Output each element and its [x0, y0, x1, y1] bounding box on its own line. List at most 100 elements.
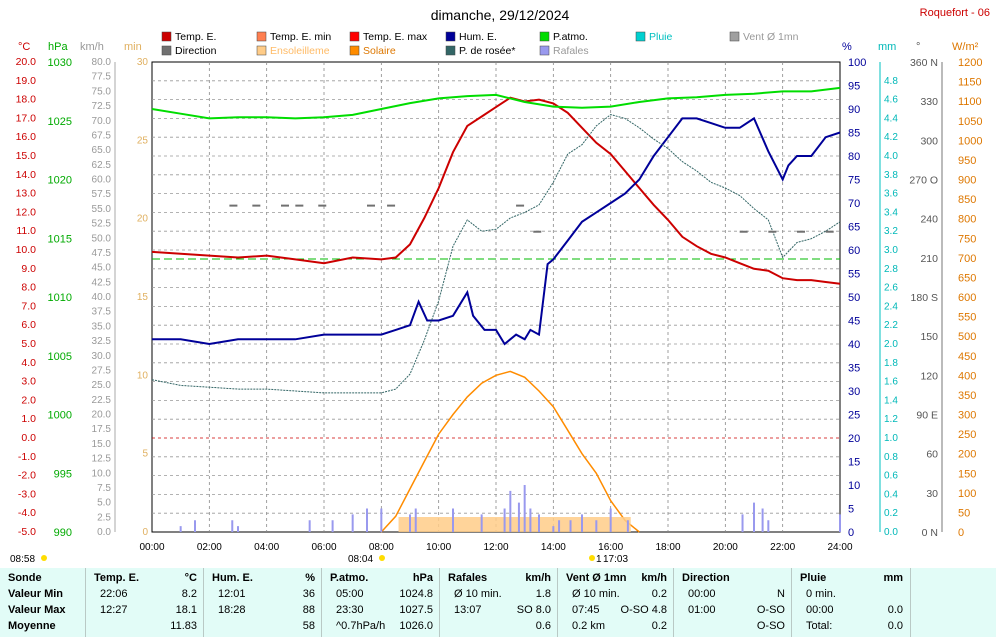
legend-swatch	[256, 45, 267, 56]
cell-right: N	[777, 588, 785, 600]
temp-tick-label: 4.0	[21, 357, 36, 369]
column-header: Temp. E.	[94, 572, 140, 584]
pct-tick-label: 10	[848, 480, 860, 492]
wm2-tick-label: 100	[958, 488, 976, 500]
temp-tick-label: 0.0	[21, 432, 36, 444]
column-separator	[439, 568, 440, 637]
x-tick-label: 04:00	[254, 542, 279, 553]
hpa-tick-label: 1025	[48, 116, 72, 128]
station-name: Roquefort - 06	[920, 7, 990, 19]
cell-left: Ø 10 min.	[454, 588, 502, 600]
wm2-tick-label: 350	[958, 390, 976, 402]
sunset-icon	[589, 555, 595, 561]
x-tick-label: 18:00	[655, 542, 680, 553]
x-tick-label: 02:00	[197, 542, 222, 553]
x-tick-label: 22:00	[770, 542, 795, 553]
column-separator	[791, 568, 792, 637]
mm-tick-label: 1.2	[884, 414, 898, 425]
temp-tick-label: 17.0	[16, 112, 37, 124]
cell-right: 1026.0	[399, 620, 433, 632]
x-tick-label: 10:00	[426, 542, 451, 553]
legend-label: Pluie	[649, 31, 673, 43]
dir-tick-label: 300	[920, 135, 938, 147]
kmh-tick-label: 15.0	[92, 439, 112, 450]
deg-unit: °	[916, 41, 920, 53]
weather-chart: 00:00 02:00 04:00 06:00 08:00 10:00 12:00 14:00…	[10, 7, 990, 565]
dir-tick-label: 330	[920, 96, 938, 108]
hpa-tick-label: 1010	[48, 292, 72, 304]
column-unit: %	[305, 572, 315, 584]
wm2-unit: W/m²	[952, 41, 979, 53]
x-tick-label: 08:00	[369, 542, 394, 553]
temp-tick-label: 12.0	[16, 206, 37, 218]
dir-tick-label: 30	[926, 488, 938, 500]
x-tick-label: 12:00	[483, 542, 508, 553]
kmh-tick-label: 30.0	[92, 351, 112, 362]
wm2-tick-label: 750	[958, 233, 976, 245]
dir-tick-label: 180 S	[911, 292, 938, 304]
min-tick-label: 5	[142, 449, 148, 460]
kmh-tick-label: 0.0	[97, 527, 111, 538]
wm2-tick-label: 900	[958, 175, 976, 187]
kmh-tick-label: 40.0	[92, 292, 112, 303]
legend-swatch	[256, 31, 267, 42]
series-line-p-atmo-	[151, 86, 841, 120]
kmh-tick-label: 80.0	[92, 57, 112, 68]
wm2-tick-label: 150	[958, 468, 976, 480]
sunset-prefix: 1	[596, 554, 602, 565]
wm2-tick-label: 600	[958, 292, 976, 304]
mm-tick-label: 2.4	[884, 301, 898, 312]
cell-left: Total:	[806, 620, 833, 632]
temp-tick-label: 13.0	[16, 188, 37, 200]
temp-tick-label: -5.0	[18, 526, 36, 538]
mm-tick-label: 4.2	[884, 132, 898, 143]
wm2-tick-label: 0	[958, 527, 964, 539]
dir-tick-label: 60	[926, 449, 938, 461]
kmh-tick-label: 5.0	[97, 498, 111, 509]
hpa-tick-label: 1020	[48, 175, 72, 187]
kmh-tick-label: 35.0	[92, 321, 112, 332]
kmh-tick-label: 72.5	[92, 101, 112, 112]
hpa-tick-label: 1005	[48, 351, 72, 363]
pct-tick-label: 20	[848, 433, 860, 445]
pct-tick-label: 90	[848, 104, 860, 116]
mm-tick-label: 0.6	[884, 471, 898, 482]
dir-tick-label: 90 E	[916, 410, 938, 422]
wm2-tick-label: 300	[958, 410, 976, 422]
cell-left: ^0.7hPa/h	[336, 620, 386, 632]
kmh-tick-label: 70.0	[92, 116, 112, 127]
column-unit: mm	[883, 572, 903, 584]
legend-label: Temp. E. min	[270, 31, 331, 43]
temp-tick-label: 15.0	[16, 150, 37, 162]
dir-tick-label: 0 N	[922, 527, 938, 539]
kmh-tick-label: 62.5	[92, 160, 112, 171]
cell-left: 0.2 km	[572, 620, 606, 632]
mm-tick-label: 3.0	[884, 245, 898, 256]
legend-label: P. de rosée*	[459, 45, 515, 57]
pct-tick-label: 40	[848, 339, 860, 351]
legend-label: Solaire	[363, 45, 396, 57]
pct-tick-label: 5	[848, 504, 854, 516]
x-tick-label: 16:00	[598, 542, 623, 553]
pct-tick-label: 45	[848, 316, 860, 328]
mm-tick-label: 2.8	[884, 264, 898, 275]
cell-left: 18:28	[218, 604, 246, 616]
mm-tick-label: 4.4	[884, 113, 898, 124]
pct-tick-label: 100	[848, 57, 866, 69]
temp-tick-label: 3.0	[21, 376, 36, 388]
legend-swatch	[729, 31, 740, 42]
wm2-tick-label: 1050	[958, 116, 982, 128]
hpa-tick-label: 1000	[48, 410, 72, 422]
mm-tick-label: 1.4	[884, 395, 898, 406]
mm-tick-label: 4.6	[884, 95, 898, 106]
pct-unit: %	[842, 41, 852, 53]
min-tick-label: 30	[137, 57, 149, 68]
kmh-tick-label: 67.5	[92, 130, 112, 141]
pct-tick-label: 70	[848, 198, 860, 210]
min-tick-label: 15	[137, 292, 149, 303]
temp-tick-label: 5.0	[21, 338, 36, 350]
legend-label: P.atmo.	[553, 31, 588, 43]
kmh-tick-label: 52.5	[92, 219, 112, 230]
mm-tick-label: 0.8	[884, 452, 898, 463]
wm2-tick-label: 500	[958, 331, 976, 343]
